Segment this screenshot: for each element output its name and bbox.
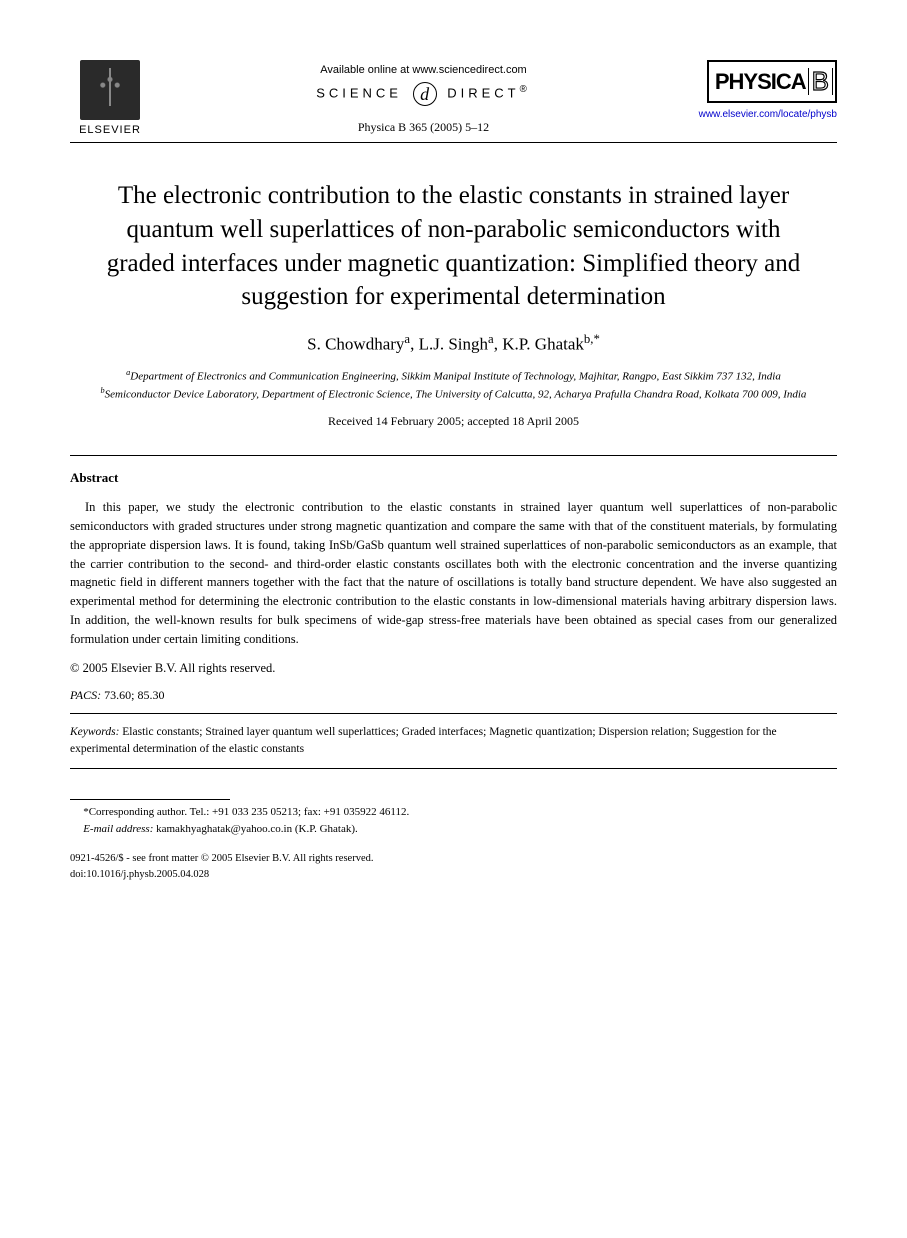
sciencedirect-d-icon: d xyxy=(413,82,437,106)
rule-before-keywords xyxy=(70,713,837,714)
physica-box: PHYSICA B xyxy=(707,60,837,103)
pacs-codes: 73.60; 85.30 xyxy=(104,688,164,702)
journal-reference: Physica B 365 (2005) 5–12 xyxy=(150,120,697,135)
affiliation-a: Department of Electronics and Communicat… xyxy=(130,370,781,382)
received-accepted-dates: Received 14 February 2005; accepted 18 A… xyxy=(70,414,837,429)
rule-before-abstract xyxy=(70,455,837,456)
front-matter-line: 0921-4526/$ - see front matter © 2005 El… xyxy=(70,851,837,867)
elsevier-logo: ELSEVIER xyxy=(70,60,150,136)
paper-page: ELSEVIER Available online at www.science… xyxy=(0,0,907,923)
footnote-separator xyxy=(70,799,230,800)
abstract-text: In this paper, we study the electronic c… xyxy=(70,498,837,648)
keywords-label: Keywords: xyxy=(70,726,119,738)
affiliations: aDepartment of Electronics and Communica… xyxy=(70,367,837,404)
direct-word: DIRECT xyxy=(447,85,519,100)
sciencedirect-logo: SCIENCE d DIRECT® xyxy=(150,82,697,106)
physica-b-letter: B xyxy=(812,66,829,97)
copyright-line: © 2005 Elsevier B.V. All rights reserved… xyxy=(70,661,837,676)
corresponding-author-footnote: *Corresponding author. Tel.: +91 033 235… xyxy=(70,804,837,821)
available-online-text: Available online at www.sciencedirect.co… xyxy=(150,64,697,76)
reg-mark: ® xyxy=(520,84,531,95)
physica-logo-block: PHYSICA B www.elsevier.com/locate/physb xyxy=(697,60,837,120)
affiliation-b: Semiconductor Device Laboratory, Departm… xyxy=(105,389,807,401)
email-label: E-mail address: xyxy=(83,823,153,835)
abstract-label: Abstract xyxy=(70,470,837,486)
rule-after-keywords xyxy=(70,768,837,769)
email-footnote: E-mail address: kamakhyaghatak@yahoo.co.… xyxy=(70,821,837,838)
elsevier-tree-icon xyxy=(80,60,140,120)
email-address: kamakhyaghatak@yahoo.co.in (K.P. Ghatak)… xyxy=(156,823,358,835)
center-header: Available online at www.sciencedirect.co… xyxy=(150,60,697,135)
pacs-label: PACS: xyxy=(70,688,101,702)
journal-link[interactable]: www.elsevier.com/locate/physb xyxy=(697,109,837,120)
doi-line: doi:10.1016/j.physb.2005.04.028 xyxy=(70,867,837,883)
science-word: SCIENCE xyxy=(316,85,402,100)
pacs-line: PACS: 73.60; 85.30 xyxy=(70,688,837,703)
elsevier-text: ELSEVIER xyxy=(70,124,150,136)
authors-line: S. Chowdharya, L.J. Singha, K.P. Ghatakb… xyxy=(70,332,837,355)
header-rule xyxy=(70,142,837,143)
paper-title: The electronic contribution to the elast… xyxy=(90,179,817,314)
header-row: ELSEVIER Available online at www.science… xyxy=(70,60,837,136)
physica-word: PHYSICA xyxy=(715,69,806,95)
keywords-text: Elastic constants; Strained layer quantu… xyxy=(70,726,777,755)
keywords-block: Keywords: Elastic constants; Strained la… xyxy=(70,724,837,759)
